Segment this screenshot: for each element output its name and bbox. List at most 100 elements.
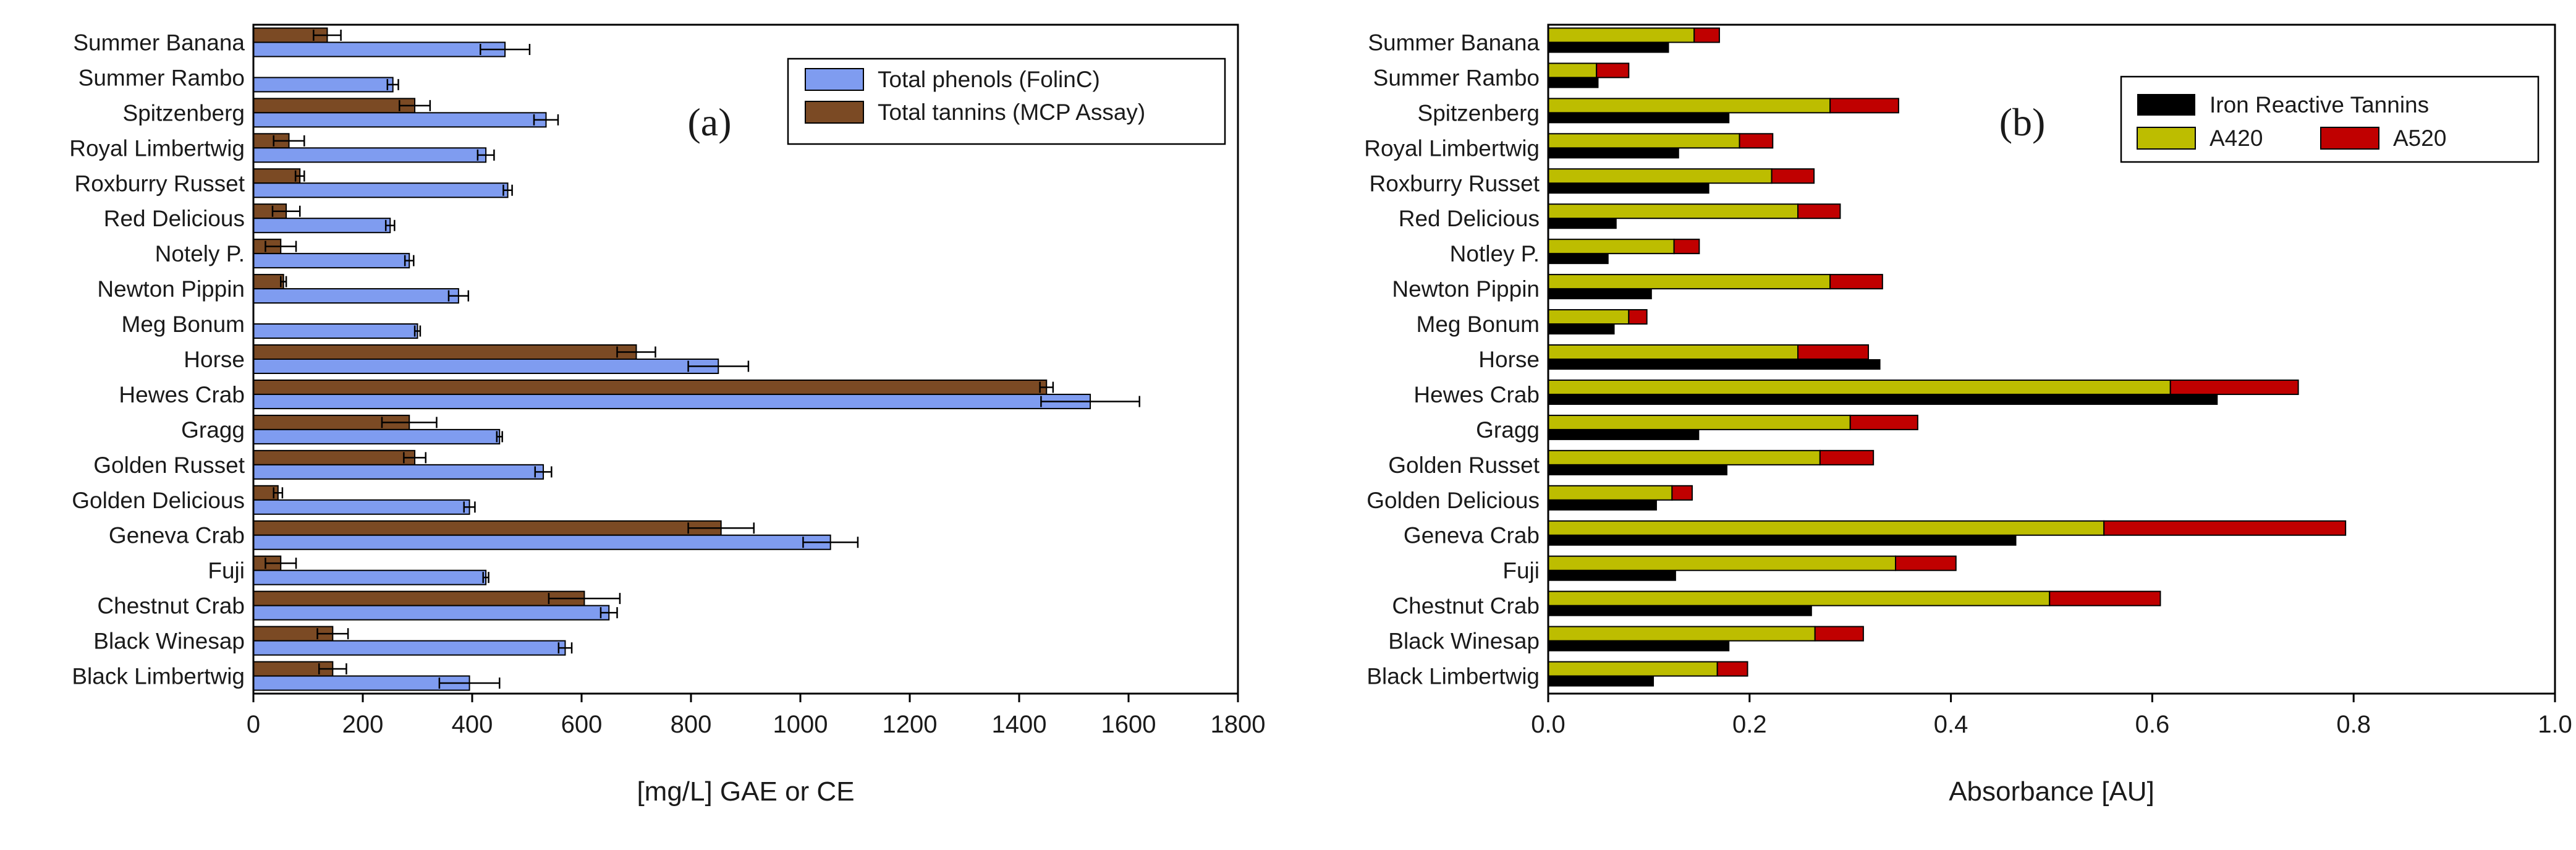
panel-a-legend-swatch-total-phenols-folinc	[805, 68, 864, 91]
panel-a-category-label-notely-p: Notely P.	[155, 241, 245, 266]
panel-b-legend-swatch-a420	[2137, 127, 2196, 150]
panel-a-legend-swatch-total-tannins-mcp-assay	[805, 101, 864, 124]
panel-b-bar-a420-black-limbertwig	[1548, 661, 1718, 677]
panel-a-legend-label-total-tannins-mcp-assay: Total tannins (MCP Assay)	[878, 100, 1145, 125]
panel-a-error-bar-tannins-black-limbertwig	[318, 663, 347, 675]
panel-b-category-label-gragg: Gragg	[1476, 417, 1540, 443]
panel-a-error-bar-tannins-roxburry-russet	[294, 170, 305, 182]
panel-a-error-bar-tannins-chestnut-crab	[548, 593, 621, 605]
panel-b-bar-a520-royal-limbertwig	[1739, 133, 1774, 149]
panel-b-bar-a420-notley-p	[1548, 239, 1675, 255]
panel-a-error-bar-tannins-horse	[616, 346, 656, 358]
panel-b-bar-a520-black-winesap	[1814, 626, 1864, 642]
panel-b-bar-a420-meg-bonum	[1548, 309, 1630, 325]
panel-a-error-bar-tannins-spitzenberg	[399, 100, 431, 111]
panel-a-category-labels: Summer Banana Summer Rambo Spitzenberg Roya…	[69, 30, 245, 689]
panel-a-category-label-horse: Horse	[184, 347, 245, 372]
panel-b-category-label-golden-russet: Golden Russet	[1388, 453, 1540, 478]
panel-a-error-bar-phenols-meg-bonum	[413, 325, 422, 337]
panel-a-error-bar-phenols-black-limbertwig	[438, 678, 501, 689]
panel-b-bar-a520-notley-p	[1673, 239, 1700, 255]
panel-b-bar-a520-gragg	[1849, 414, 1918, 430]
panel-b-bar-iron-golden-russet	[1548, 464, 1727, 475]
panel-b-bar-a520-roxburry-russet	[1771, 168, 1815, 184]
panel-a-x-tick-label-1400: 1400	[992, 711, 1047, 738]
panel-a-bar-phenols-gragg	[253, 428, 501, 444]
panel-a-error-bar-tannins-golden-delicious	[273, 487, 284, 499]
panel-b-bar-iron-meg-bonum	[1548, 324, 1615, 335]
panel-b-category-label-spitzenberg: Spitzenberg	[1418, 100, 1540, 125]
panel-a-bar-phenols-black-winesap	[253, 640, 566, 656]
panel-a-category-label-gragg: Gragg	[181, 417, 245, 443]
panel-a-legend: Total phenols (FolinC) Total tannins (MCP…	[787, 57, 1226, 145]
panel-a-error-bar-tannins-red-delicious	[271, 205, 301, 217]
panel-b-bar-iron-black-winesap	[1548, 640, 1730, 652]
panel-a-error-bar-phenols-royal-limbertwig	[477, 149, 495, 161]
panel-a-category-label-summer-banana: Summer Banana	[73, 30, 245, 55]
panel-b-bar-a420-golden-delicious	[1548, 485, 1673, 501]
panel-a-error-bar-tannins-geneva-crab	[687, 522, 755, 534]
panel-b-legend-label-iron-reactive-tannins: Iron Reactive Tannins	[2210, 92, 2429, 117]
panel-b-bars	[1548, 27, 2347, 687]
panel-b-bar-a520-golden-delicious	[1671, 485, 1693, 501]
panel-a-error-bar-phenols-chestnut-crab	[600, 607, 618, 619]
panel-b-legend: Iron Reactive Tannins A420 A520	[2120, 75, 2540, 163]
panel-b-category-label-black-limbertwig: Black Limbertwig	[1366, 664, 1540, 689]
panel-b-bar-a520-newton-pippin	[1829, 274, 1883, 290]
panel-a-letter: (a)	[687, 100, 731, 144]
panel-a-category-label-golden-russet: Golden Russet	[93, 453, 245, 478]
panel-b-x-tick-label-0-8: 0.8	[2336, 711, 2371, 738]
panel-a-error-bar-phenols-roxburry-russet	[502, 184, 513, 196]
panel-b-bar-iron-roxburry-russet	[1548, 183, 1710, 194]
panel-a-x-axis-title: [mg/L] GAE or CE	[637, 776, 854, 807]
panel-a-bar-phenols-chestnut-crab	[253, 605, 610, 621]
panel-a-category-label-meg-bonum: Meg Bonum	[122, 312, 245, 337]
panel-b-bar-iron-black-limbertwig	[1548, 676, 1654, 687]
panel-a-plot-frame	[252, 23, 1239, 695]
panel-b-bar-iron-red-delicious	[1548, 218, 1617, 229]
panel-a-category-label-newton-pippin: Newton Pippin	[97, 276, 245, 302]
panel-a-error-bar-phenols-spitzenberg	[533, 114, 559, 125]
panel-a-category-label-golden-delicious: Golden Delicious	[72, 488, 245, 513]
panel-b-bar-a420-newton-pippin	[1548, 274, 1831, 290]
panel-a-error-bar-phenols-golden-delicious	[463, 501, 476, 513]
panel-b-category-label-roxburry-russet: Roxburry Russet	[1369, 171, 1540, 196]
panel-a-error-bar-tannins-notely-p	[265, 240, 297, 252]
panel-b-bar-a520-hewes-crab	[2169, 379, 2299, 395]
panel-b-bar-iron-hewes-crab	[1548, 394, 2218, 405]
panel-b-bar-iron-gragg	[1548, 429, 1700, 440]
panel-b-bar-iron-geneva-crab	[1548, 535, 2017, 546]
panel-a-bar-phenols-spitzenberg	[253, 112, 547, 128]
panel-a-bar-tannins-roxburry-russet	[253, 168, 301, 184]
panel-a-legend-label-total-phenols-folinc: Total phenols (FolinC)	[878, 67, 1100, 92]
panel-b-x-tick-label-0-0: 0.0	[1531, 711, 1566, 738]
panel-b-bar-iron-fuji	[1548, 570, 1676, 581]
panel-a-category-label-royal-limbertwig: Royal Limbertwig	[69, 135, 245, 161]
panel-b-category-label-meg-bonum: Meg Bonum	[1417, 312, 1540, 337]
panel-a-error-bar-phenols-fuji	[482, 572, 489, 584]
panel-b-category-label-summer-banana: Summer Banana	[1368, 30, 1540, 55]
panel-a-category-label-fuji: Fuji	[208, 558, 245, 584]
panel-b-legend-label-a520: A520	[2393, 125, 2446, 151]
panel-a-bar-phenols-newton-pippin	[253, 288, 459, 304]
panel-a-category-label-summer-rambo: Summer Rambo	[78, 65, 245, 90]
panel-b-category-label-chestnut-crab: Chestnut Crab	[1392, 593, 1540, 619]
panel-b-bar-iron-spitzenberg	[1548, 113, 1730, 124]
panel-b-x-ticks: 0.0 0.2 0.4 0.6 0.8 1.0	[1531, 694, 2572, 738]
panel-b-bar-a420-roxburry-russet	[1548, 168, 1773, 184]
panel-b-bar-a420-royal-limbertwig	[1548, 133, 1740, 149]
panel-b-bar-a420-red-delicious	[1548, 203, 1799, 219]
panel-a-x-tick-label-1000: 1000	[773, 711, 828, 738]
panel-a-x-ticks: 0 200 400 600 800 1000 1200 1400 1600 1800	[247, 694, 1265, 738]
panel-b: Summer Banana Summer Rambo Spitzenberg Roya…	[1364, 23, 2572, 807]
panel-a-bar-tannins-hewes-crab	[253, 379, 1048, 395]
panel-a-error-bar-phenols-golden-russet	[534, 466, 553, 478]
panel-a-bar-tannins-geneva-crab	[253, 520, 722, 536]
panel-a-category-label-spitzenberg: Spitzenberg	[123, 100, 245, 125]
panel-b-bar-iron-newton-pippin	[1548, 289, 1652, 300]
panel-b-bar-a520-horse	[1797, 344, 1870, 360]
panel-a-bar-phenols-golden-delicious	[253, 499, 470, 515]
panel-b-x-tick-label-1-0: 1.0	[2538, 711, 2572, 738]
panel-b-category-label-geneva-crab: Geneva Crab	[1404, 523, 1540, 548]
